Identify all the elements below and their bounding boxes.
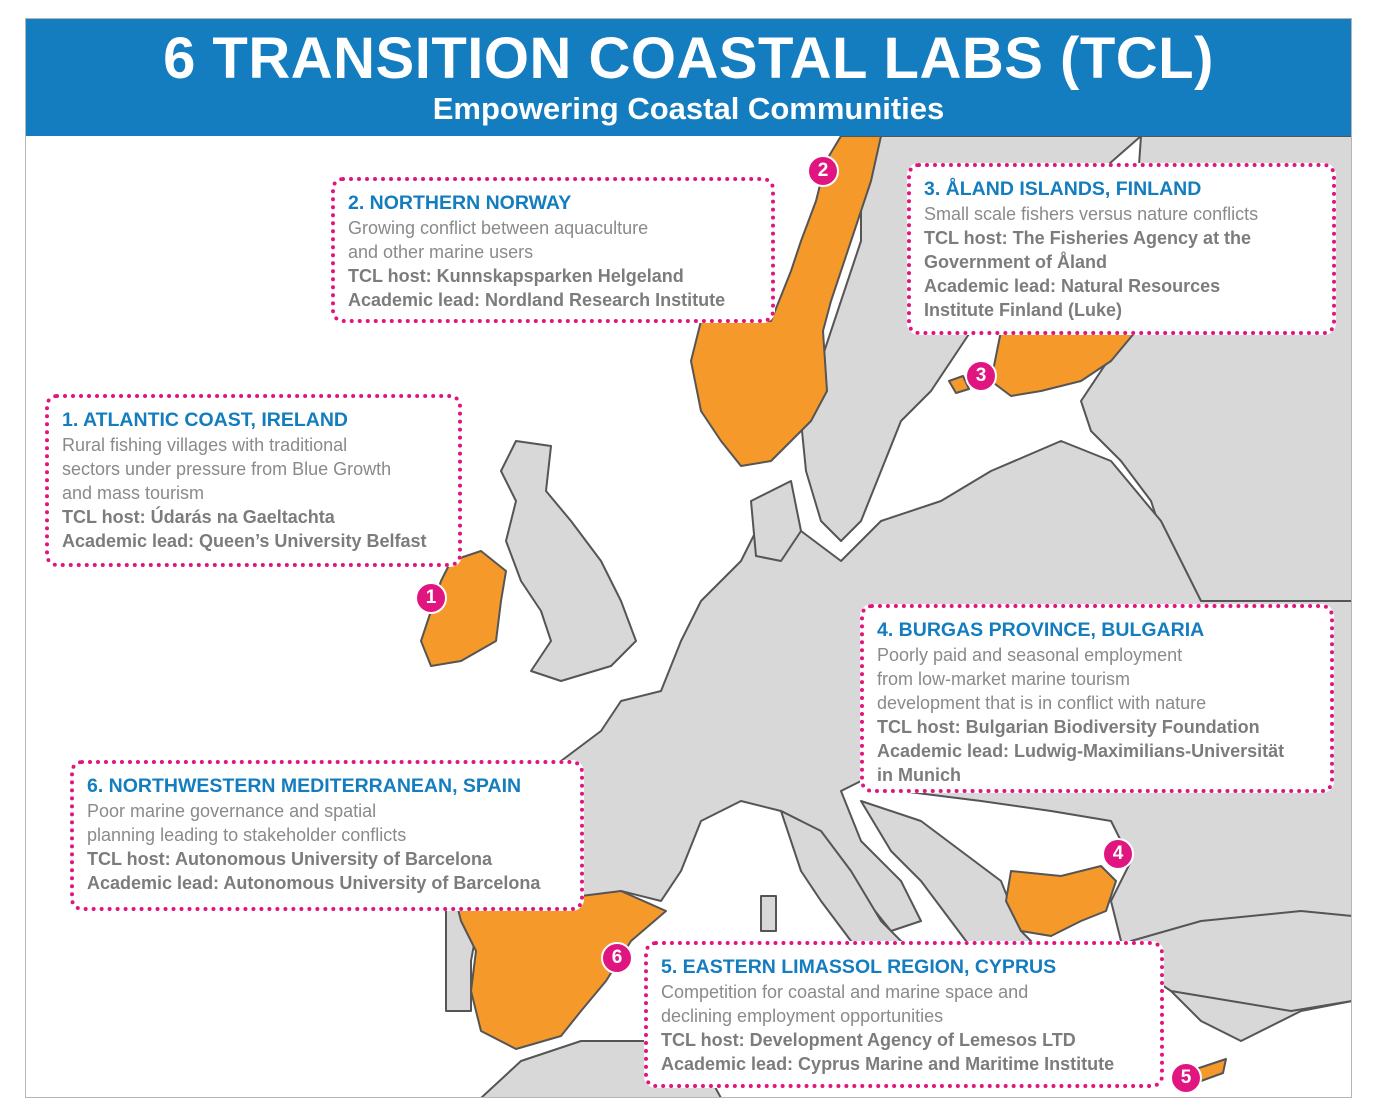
lab-host: Government of Åland: [924, 252, 1108, 272]
map-marker-4: 4: [1102, 838, 1134, 870]
lab-host: TCL host: The Fisheries Agency at the: [924, 228, 1252, 248]
lab-academic-lead: Academic lead: Autonomous University of …: [87, 873, 541, 893]
lab-host: TCL host: Údarás na Gaeltachta: [62, 507, 335, 527]
lab-academic-lead: Institute Finland (Luke): [924, 300, 1122, 320]
lab-academic-lead: Academic lead: Queen’s University Belfas…: [62, 531, 427, 551]
page-subtitle: Empowering Coastal Communities: [432, 91, 945, 126]
lab-host: TCL host: Autonomous University of Barce…: [87, 849, 493, 869]
lab-heading: 4. BURGAS PROVINCE, BULGARIA: [877, 619, 1205, 641]
lab-description: and other marine users: [348, 242, 534, 262]
lab-description: Competition for coastal and marine space…: [661, 982, 1029, 1002]
map-marker-6: 6: [601, 942, 633, 974]
lab-description: and mass tourism: [62, 483, 205, 503]
lab-box-northwestern-mediterranean-spain: 6. NORTHWESTERN MEDITERRANEAN, SPAIN Poo…: [70, 760, 584, 911]
page-title: 6 TRANSITION COASTAL LABS (TCL): [163, 26, 1214, 91]
region-spain: [455, 885, 667, 1050]
lab-box-northern-norway: 2. NORTHERN NORWAY Growing conflict betw…: [331, 177, 775, 323]
infographic-frame: 6 TRANSITION COASTAL LABS (TCL) Empoweri…: [25, 18, 1352, 1098]
lab-academic-lead: Academic lead: Ludwig-Maximilians-Univer…: [877, 741, 1285, 761]
lab-host: TCL host: Bulgarian Biodiversity Foundat…: [877, 717, 1260, 737]
map-marker-2: 2: [807, 155, 839, 187]
lab-box-aland-islands-finland: 3. ÅLAND ISLANDS, FINLAND Small scale fi…: [907, 163, 1336, 335]
region-bulgaria: [1005, 865, 1117, 937]
map-marker-3: 3: [965, 360, 997, 392]
lab-heading: 5. EASTERN LIMASSOL REGION, CYPRUS: [661, 956, 1057, 978]
region-norway: [690, 135, 882, 467]
lab-academic-lead: Academic lead: Cyprus Marine and Maritim…: [661, 1054, 1115, 1074]
lab-description: Poorly paid and seasonal employment: [877, 645, 1183, 665]
lab-heading: 1. ATLANTIC COAST, IRELAND: [62, 409, 348, 431]
lab-heading: 6. NORTHWESTERN MEDITERRANEAN, SPAIN: [87, 775, 522, 797]
land-uk: [500, 440, 637, 682]
lab-description: Small scale fishers versus nature confli…: [924, 204, 1259, 224]
lab-description: declining employment opportunities: [661, 1006, 944, 1026]
lab-heading: 2. NORTHERN NORWAY: [348, 192, 572, 214]
lab-academic-lead: in Munich: [877, 765, 961, 785]
region-aland: [948, 375, 970, 394]
lab-box-eastern-limassol-cyprus: 5. EASTERN LIMASSOL REGION, CYPRUS Compe…: [644, 941, 1164, 1088]
lab-academic-lead: Academic lead: Nordland Research Institu…: [348, 290, 726, 310]
lab-host: TCL host: Development Agency of Lemesos …: [661, 1030, 1076, 1050]
lab-host: TCL host: Kunnskapsparken Helgeland: [348, 266, 684, 286]
lab-box-atlantic-coast-ireland: 1. ATLANTIC COAST, IRELAND Rural fishing…: [45, 394, 462, 567]
lab-description: development that is in conflict with nat…: [877, 693, 1207, 713]
lab-description: from low-market marine tourism: [877, 669, 1131, 689]
lab-description: sectors under pressure from Blue Growth: [62, 459, 392, 479]
lab-description: Rural fishing villages with traditional: [62, 435, 348, 455]
lab-description: Poor marine governance and spatial: [87, 801, 377, 821]
lab-heading: 3. ÅLAND ISLANDS, FINLAND: [924, 178, 1202, 200]
land-sardinia: [760, 895, 777, 932]
header-banner: 6 TRANSITION COASTAL LABS (TCL) Empoweri…: [26, 19, 1351, 136]
lab-description: planning leading to stakeholder conflict…: [87, 825, 407, 845]
land-denmark: [750, 480, 802, 562]
lab-academic-lead: Academic lead: Natural Resources: [924, 276, 1221, 296]
lab-description: Growing conflict between aquaculture: [348, 218, 649, 238]
map-marker-5: 5: [1170, 1062, 1202, 1094]
lab-box-burgas-province-bulgaria: 4. BURGAS PROVINCE, BULGARIA Poorly paid…: [860, 604, 1334, 793]
map-marker-1: 1: [415, 582, 447, 614]
